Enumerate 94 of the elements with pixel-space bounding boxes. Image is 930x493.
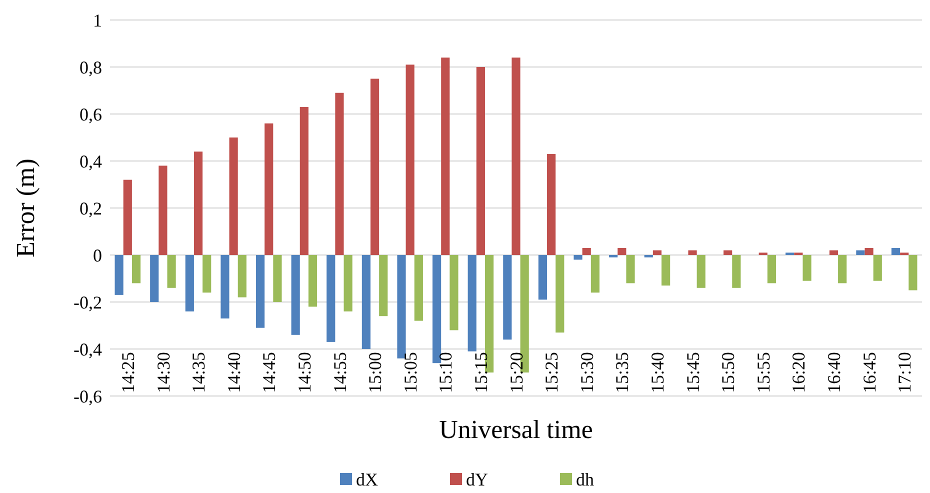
- bar: [590, 255, 600, 293]
- x-tick-label: 15:25: [542, 352, 562, 393]
- bar: [802, 255, 812, 281]
- bar: [167, 255, 176, 288]
- x-tick-label: 16:40: [824, 352, 844, 393]
- x-tick-label: 15:50: [718, 352, 738, 393]
- bar: [326, 255, 336, 342]
- bar: [229, 138, 238, 255]
- y-tick-label: 0,4: [80, 151, 102, 172]
- x-tick-label: 15:55: [753, 352, 774, 393]
- bar: [626, 255, 635, 284]
- x-tick-label: 14:30: [153, 352, 174, 393]
- bar: [688, 250, 697, 255]
- bar: [362, 255, 370, 349]
- y-tick-label: 0,6: [80, 104, 102, 124]
- x-tick-label: 14:35: [188, 352, 209, 393]
- bar: [432, 255, 442, 364]
- bar: [450, 255, 458, 330]
- y-tick-label: 0: [93, 245, 102, 266]
- x-tick-label: 16:20: [788, 352, 809, 393]
- y-tick-label: -0,4: [74, 339, 102, 360]
- x-tick-label: 14:25: [118, 352, 138, 393]
- bar: [291, 255, 300, 335]
- legend-label: dX: [356, 469, 378, 490]
- legend-label: dY: [466, 469, 488, 490]
- bar: [838, 255, 847, 284]
- bar: [662, 255, 670, 286]
- bar: [123, 180, 132, 255]
- bar: [158, 166, 168, 255]
- x-axis-title: Universal time: [439, 415, 593, 444]
- x-tick-label: 15:40: [648, 352, 668, 393]
- bar: [829, 250, 838, 255]
- x-tick-label: 15:30: [576, 352, 597, 393]
- legend-label: dh: [576, 469, 594, 490]
- bar: [556, 255, 564, 333]
- bar: [202, 255, 212, 293]
- y-axis-title: Error (m): [11, 158, 40, 258]
- x-tick-label: 17:10: [894, 352, 915, 393]
- bar: [397, 255, 406, 358]
- bar: [335, 92, 344, 255]
- bar: [256, 255, 265, 328]
- bar: [547, 154, 556, 255]
- bar: [582, 248, 591, 255]
- bar: [891, 248, 900, 255]
- bar: [264, 123, 274, 255]
- bar: [132, 255, 141, 284]
- x-tick-label: 14:45: [259, 352, 280, 393]
- x-tick-label: 15:20: [506, 352, 526, 393]
- x-tick-label: 15:00: [365, 352, 386, 393]
- bar: [724, 250, 732, 255]
- bar: [618, 248, 626, 255]
- bar: [185, 255, 194, 312]
- bar: [512, 58, 520, 255]
- bar: [696, 255, 706, 288]
- y-tick-label: -0,6: [74, 386, 102, 406]
- y-tick-label: -0,2: [74, 292, 102, 312]
- x-tick-label: 15:05: [400, 352, 420, 393]
- x-tick-label: 15:35: [612, 352, 632, 393]
- bar: [370, 78, 380, 255]
- x-tick-label: 16:45: [859, 352, 880, 393]
- bar: [379, 255, 388, 316]
- bar: [908, 255, 918, 290]
- bar: [873, 255, 882, 281]
- x-tick-label: 14:55: [330, 352, 350, 393]
- x-tick-label: 14:50: [294, 352, 314, 393]
- x-tick-label: 15:45: [682, 352, 703, 393]
- bar: [476, 67, 485, 255]
- bar: [864, 248, 874, 255]
- bar: [406, 64, 414, 255]
- x-tick-label: 15:15: [470, 352, 491, 393]
- bar: [441, 58, 450, 255]
- y-tick-label: 0,8: [80, 57, 102, 78]
- bar: [273, 255, 282, 302]
- bar: [767, 255, 776, 284]
- bar: [114, 255, 124, 295]
- bar: [538, 255, 548, 300]
- bar: [574, 255, 582, 260]
- bar: [856, 250, 865, 255]
- y-tick-label: 1: [93, 10, 102, 30]
- bar: [468, 255, 476, 352]
- bar: [194, 152, 203, 255]
- x-tick-label: 15:10: [436, 352, 456, 393]
- bar: [503, 255, 512, 340]
- y-tick-label: 0,2: [80, 198, 102, 218]
- bar: [344, 255, 352, 312]
- x-tick-label: 14:40: [224, 352, 244, 393]
- bar: [220, 255, 230, 318]
- bar: [732, 255, 741, 288]
- bar: [238, 255, 246, 298]
- bar: [414, 255, 423, 321]
- bar: [300, 106, 308, 255]
- bar: [652, 250, 662, 255]
- bar: [308, 255, 318, 307]
- bar: [150, 255, 159, 302]
